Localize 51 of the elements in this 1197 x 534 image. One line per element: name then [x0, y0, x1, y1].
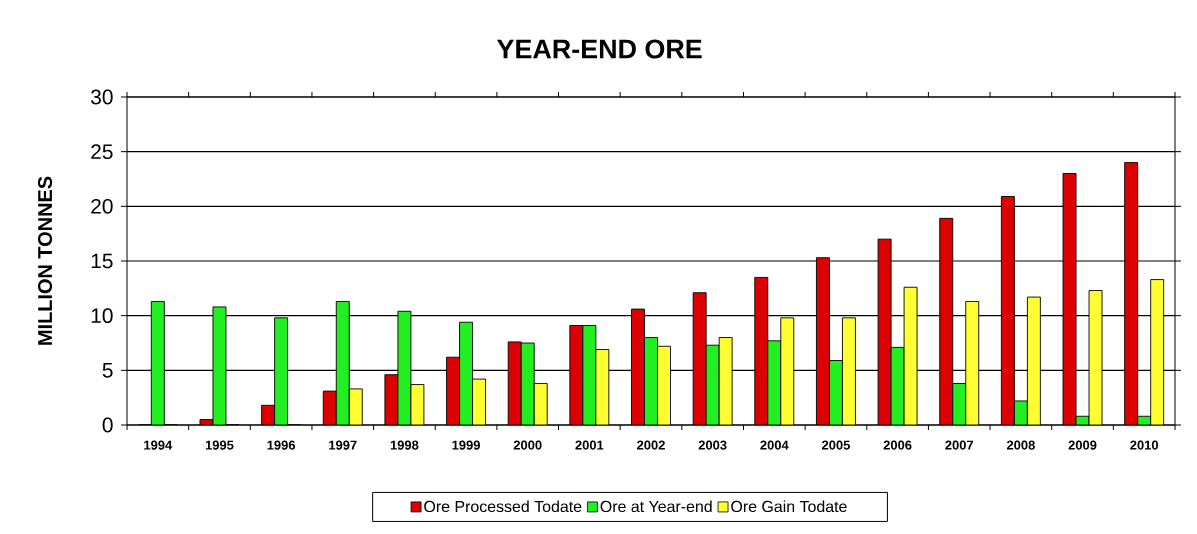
x-tick-label: 2000 — [513, 440, 542, 450]
bar — [815, 257, 830, 425]
x-tick-label: 2001 — [575, 440, 604, 450]
chart-title: YEAR-END ORE — [496, 39, 702, 59]
bar — [459, 321, 474, 425]
legend-label: Ore at Year-end — [600, 500, 712, 513]
bar — [657, 345, 671, 425]
bar — [644, 337, 658, 425]
bar — [1000, 196, 1015, 425]
x-tick-label: 1997 — [329, 440, 357, 450]
legend-label: Ore Processed Todate — [424, 500, 582, 513]
bar — [446, 356, 461, 425]
x-tick-label: 1999 — [452, 440, 480, 450]
legend-label: Ore Gain Todate — [731, 500, 847, 513]
x-tick-label: 2006 — [883, 440, 912, 450]
bar — [828, 360, 843, 425]
y-tick-label: 20 — [91, 198, 113, 214]
x-tick-label: 1995 — [205, 440, 234, 450]
x-tick-label: 1998 — [390, 440, 419, 450]
x-tick-label: 2008 — [1006, 440, 1035, 450]
bar — [1124, 162, 1139, 425]
y-tick-label: 30 — [91, 89, 113, 105]
bar — [965, 301, 980, 425]
y-tick-label: 10 — [91, 308, 113, 324]
bar — [335, 301, 350, 425]
bar — [1026, 296, 1041, 425]
x-tick-label: 1996 — [267, 440, 296, 450]
bar — [939, 217, 954, 425]
bar — [841, 317, 856, 425]
bar — [754, 276, 769, 425]
y-tick-label: 25 — [91, 144, 113, 160]
bar — [780, 317, 795, 425]
x-tick-label: 2005 — [821, 440, 850, 450]
x-tick-label: 2003 — [698, 440, 727, 450]
y-axis-title: MILLION TONNES — [38, 176, 53, 345]
bar — [274, 317, 289, 425]
x-tick-label: 2010 — [1130, 440, 1159, 450]
x-tick-label: 2009 — [1068, 440, 1097, 450]
bar — [150, 301, 165, 425]
bar — [507, 341, 522, 425]
y-tick-label: 5 — [102, 363, 113, 378]
bar — [1150, 279, 1165, 425]
x-tick-label: 2002 — [637, 440, 665, 450]
bar — [631, 308, 645, 425]
x-tick-label: 2007 — [945, 440, 974, 450]
bar — [767, 340, 782, 425]
x-tick-label: 1994 — [144, 440, 173, 450]
x-tick-label: 2004 — [760, 440, 789, 450]
y-tick-label: 0 — [102, 417, 113, 433]
y-tick-label: 15 — [91, 253, 113, 269]
bar — [520, 342, 535, 425]
